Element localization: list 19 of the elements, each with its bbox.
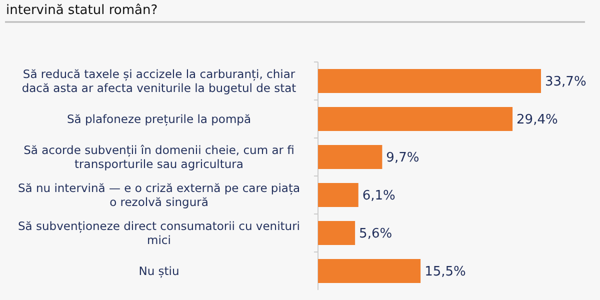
data-label: 9,7% — [386, 150, 420, 166]
y-tick-label: Nu știu — [138, 264, 180, 278]
y-tick-label: Să plafoneze prețurile la pompă — [66, 112, 252, 126]
y-tick-label: Să subvenționeze direct consumatorii cu venituri mici — [18, 219, 300, 248]
bar — [318, 107, 513, 131]
y-tick-label: Să acorde subvenții în domenii cheie, cum ar fi transporturile sau agricultura — [24, 143, 294, 172]
y-tick-label: Să nu intervină — e o criză externă pe care piața o rezolvă singură — [18, 181, 300, 210]
data-label: 33,7% — [545, 74, 586, 90]
data-label: 29,4% — [516, 112, 558, 128]
text: intervină statul român? — [6, 3, 158, 18]
data-label: 5,6% — [359, 226, 392, 242]
bar — [318, 183, 358, 207]
bar — [318, 259, 421, 283]
data-label: 6,1% — [362, 188, 396, 204]
data-label: 15,5% — [424, 264, 466, 280]
bar — [318, 145, 382, 169]
bar — [318, 69, 541, 93]
bar — [318, 221, 356, 245]
y-tick-label: Să reducă taxele și accizele la carburanți, chiar dacă asta ar afecta veniturile la bugetul de stat — [22, 67, 297, 96]
